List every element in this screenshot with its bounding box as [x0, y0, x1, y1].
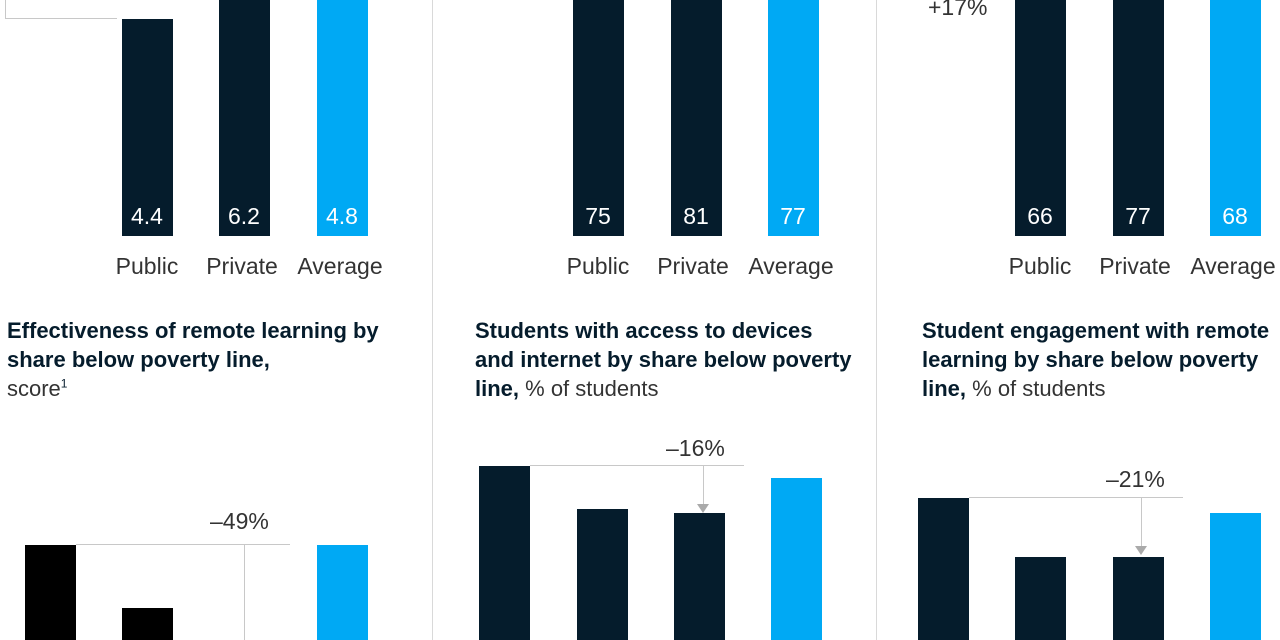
bar-value-average: 68: [1222, 203, 1248, 229]
chart-title-bold: Effectiveness of remote learning by shar…: [7, 318, 379, 372]
bar-high-poverty: [918, 498, 969, 640]
bar-average: [768, 0, 819, 236]
arrow-down-icon: [697, 504, 709, 513]
bar-value-private: 6.2: [228, 203, 260, 229]
chart-title: Student engagement with remote learning …: [922, 316, 1280, 403]
chart-title-unit: % of students: [972, 376, 1106, 401]
bracket-line: [76, 544, 290, 545]
bar-value-public: 75: [585, 203, 611, 229]
chart-title: Effectiveness of remote learning by shar…: [7, 316, 407, 403]
change-annotation: –49%: [210, 508, 269, 534]
bar-value-private: 77: [1125, 203, 1151, 229]
category-label-private: Private: [657, 253, 729, 279]
bar-average: [317, 545, 368, 640]
bar-low-poverty: [674, 513, 725, 640]
bracket-line: [703, 465, 704, 505]
category-label-public: Public: [115, 253, 179, 279]
bracket-line: [5, 0, 6, 18]
bar-high-poverty: [479, 466, 530, 640]
category-label-average: Average: [297, 253, 383, 279]
bar-mid-poverty: [1015, 557, 1066, 640]
category-label-private: Private: [1099, 253, 1171, 279]
chart-title-unit: score: [7, 376, 61, 401]
bar-public: [122, 19, 173, 236]
chart-title-unit: % of students: [525, 376, 659, 401]
category-label-private: Private: [206, 253, 278, 279]
chart-title-bold: Students with access to devices and inte…: [475, 318, 852, 401]
chart-title-bold: Student engagement with remote learning …: [922, 318, 1270, 401]
chart-title: Students with access to devices and inte…: [475, 316, 855, 403]
bar-high-poverty: [25, 545, 76, 640]
bar-low-poverty: [1113, 557, 1164, 640]
bracket-line: [530, 465, 744, 466]
bracket-line: [969, 497, 1183, 498]
bar-average: [771, 478, 822, 640]
bar-private: [1113, 0, 1164, 236]
bar-public: [573, 0, 624, 236]
category-label-public: Public: [566, 253, 630, 279]
footnote-marker: 1: [60, 376, 68, 391]
bar-average: [1210, 0, 1261, 236]
arrow-down-icon: [1135, 546, 1147, 555]
bar-value-average: 4.8: [326, 203, 358, 229]
bar-value-public: 4.4: [131, 203, 163, 229]
bar-average: [317, 0, 368, 236]
bar-average: [1210, 513, 1261, 640]
bar-mid-poverty: [122, 608, 173, 640]
bracket-line: [1141, 497, 1142, 547]
change-annotation: –21%: [1106, 466, 1165, 492]
category-label-average: Average: [1190, 253, 1276, 279]
bar-value-private: 81: [683, 203, 709, 229]
bar-public: [1015, 0, 1066, 236]
bar-private: [219, 0, 270, 236]
bar-value-public: 66: [1027, 203, 1053, 229]
panel-divider-left: [432, 0, 433, 640]
bar-value-average: 77: [780, 203, 806, 229]
change-annotation: –16%: [666, 435, 725, 461]
category-label-public: Public: [1008, 253, 1072, 279]
change-annotation: +17%: [928, 0, 988, 20]
panel-divider-right: [876, 0, 877, 640]
category-label-average: Average: [748, 253, 834, 279]
bracket-line: [5, 18, 117, 19]
bar-mid-poverty: [577, 509, 628, 640]
bar-private: [671, 0, 722, 236]
bracket-line: [244, 544, 245, 640]
